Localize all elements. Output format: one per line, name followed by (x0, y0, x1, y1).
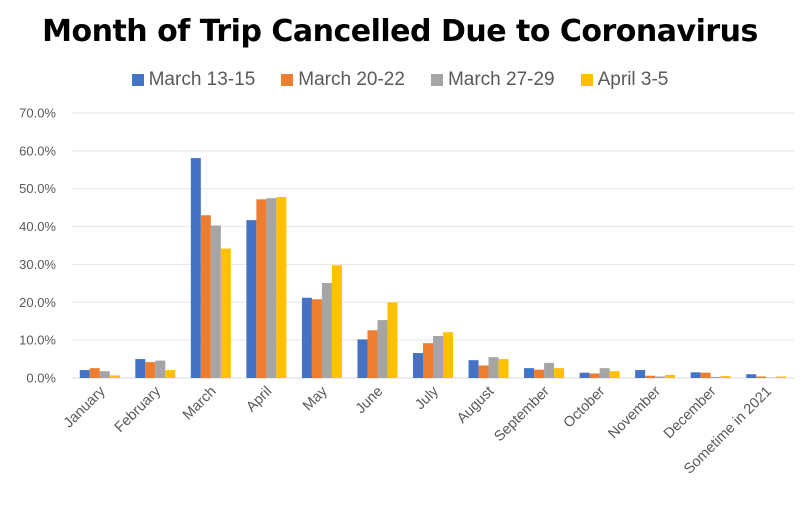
bar (413, 353, 423, 378)
bar (266, 198, 277, 378)
bar (276, 197, 287, 378)
legend-item: March 20-22 (281, 69, 405, 91)
bar (599, 368, 610, 378)
bar (109, 375, 120, 378)
legend-item: March 27-29 (430, 69, 555, 91)
y-tick-label: 20.0% (19, 295, 56, 310)
bar (367, 330, 378, 378)
bar (635, 370, 646, 378)
bar (423, 343, 433, 378)
bar (79, 370, 90, 378)
chart-title: Month of Trip Cancelled Due to Coronavir… (42, 14, 758, 49)
bar (443, 332, 453, 378)
legend-item: March 13-15 (131, 69, 256, 91)
bars (79, 158, 787, 378)
y-axis-ticks: 0.0% 10.0% 20.0% 30.0% 40.0% 50.0% 60.0% 70.0% (19, 106, 56, 386)
bar (311, 299, 322, 378)
bar (301, 297, 312, 378)
bar (579, 372, 590, 378)
x-tick-label: July (412, 383, 442, 413)
bar (155, 360, 166, 378)
y-tick-label: 40.0% (19, 219, 56, 234)
x-tick-label: January (61, 383, 109, 431)
bar (700, 372, 711, 378)
bar (357, 339, 368, 378)
bar (246, 220, 257, 378)
bar (99, 371, 110, 378)
x-axis-labels: January February March April May June July Augu… (61, 383, 775, 477)
bar (609, 371, 620, 378)
legend-label: April 3-5 (597, 69, 669, 90)
x-tick-label: April (243, 384, 275, 416)
x-tick-label: March (180, 384, 220, 424)
bar (756, 376, 767, 378)
legend-swatch (580, 74, 593, 86)
bar (321, 282, 332, 378)
bar (210, 225, 221, 378)
bar (720, 376, 731, 378)
bar (468, 360, 479, 378)
bar (554, 368, 565, 378)
legend-label: March 27-29 (447, 69, 555, 90)
bar (387, 302, 398, 378)
bar (331, 265, 342, 378)
bar (488, 357, 499, 378)
y-tick-label: 0.0% (26, 371, 56, 386)
legend-swatch (281, 74, 294, 86)
x-tick-label: September (491, 383, 553, 445)
y-tick-label: 30.0% (19, 257, 56, 272)
bar (433, 335, 443, 378)
y-tick-label: 70.0% (19, 106, 56, 121)
bar (544, 362, 555, 378)
legend-swatch (131, 74, 144, 86)
bar (690, 372, 701, 378)
bar (776, 376, 787, 378)
legend-swatch (430, 74, 443, 86)
bar (524, 368, 535, 378)
bar (498, 359, 509, 378)
bar (478, 365, 489, 378)
bar (645, 375, 656, 378)
x-tick-label: November (605, 383, 664, 442)
x-tick-label: October (561, 383, 609, 431)
bar (589, 373, 600, 378)
bar (710, 376, 721, 378)
x-tick-label: December (661, 383, 720, 442)
x-tick-label: June (353, 384, 387, 418)
bar (256, 199, 267, 378)
bar (665, 374, 676, 378)
bar (200, 215, 211, 378)
bar (655, 376, 666, 378)
bar (534, 369, 545, 378)
y-tick-label: 50.0% (19, 181, 56, 196)
bar (377, 320, 388, 378)
legend: March 13-15 March 20-22 March 27-29 Apri… (0, 69, 800, 91)
bar (165, 370, 176, 378)
bar (220, 248, 231, 378)
legend-item: April 3-5 (580, 69, 669, 91)
bar (145, 362, 156, 378)
bar (135, 359, 146, 378)
bar (746, 374, 757, 378)
x-tick-label: August (454, 384, 497, 427)
x-tick-label: May (300, 383, 331, 414)
legend-label: March 13-15 (148, 69, 256, 90)
legend-label: March 20-22 (298, 69, 405, 90)
bar (89, 368, 100, 378)
y-tick-label: 10.0% (19, 333, 56, 348)
bar (190, 158, 201, 378)
y-tick-label: 60.0% (19, 143, 56, 158)
x-tick-label: February (112, 383, 165, 436)
